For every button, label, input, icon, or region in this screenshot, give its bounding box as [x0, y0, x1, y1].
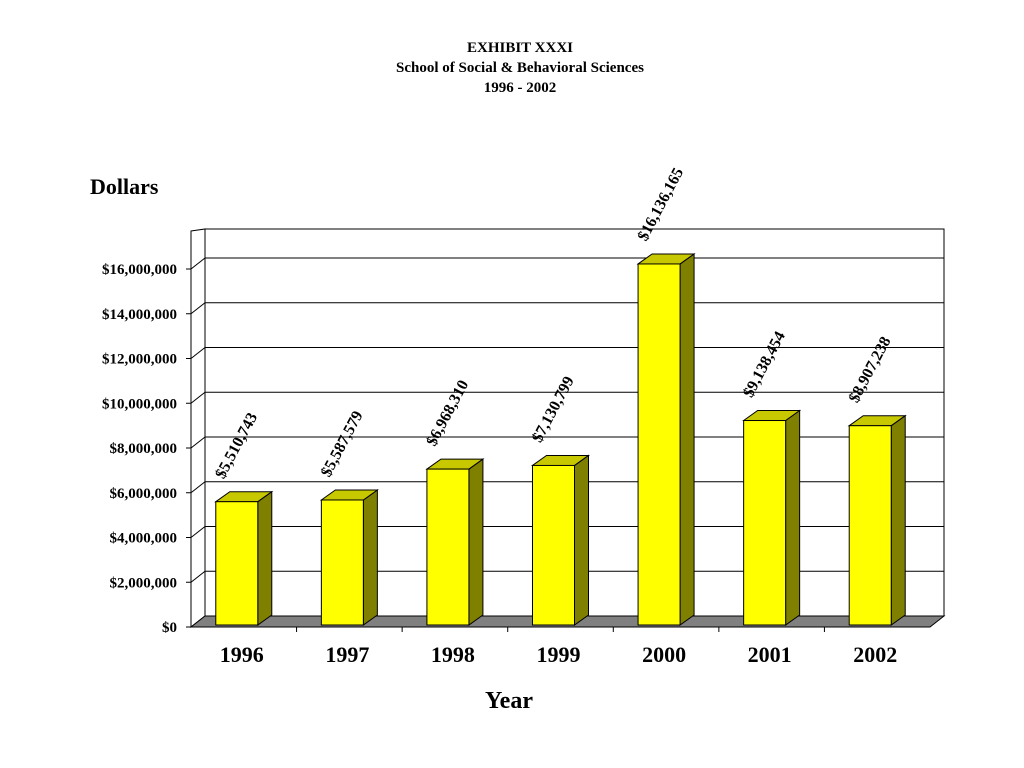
- bar-side: [257, 490, 273, 626]
- bar-side: [574, 454, 589, 626]
- x-tick-label: 2000: [642, 642, 686, 667]
- y-tick-label: $6,000,000: [110, 486, 178, 502]
- gridline-side: [190, 257, 206, 270]
- chart-side-wall: [190, 228, 206, 629]
- gridline-side: [190, 526, 206, 538]
- chart-title-block: EXHIBIT XXXI School of Social & Behavior…: [0, 38, 1024, 98]
- bar-1996: [215, 501, 259, 626]
- x-tick-label: 2001: [748, 642, 792, 667]
- y-tick-label: $4,000,000: [110, 531, 178, 547]
- gridline-side: [190, 391, 206, 404]
- y-tick-label: $0: [162, 620, 177, 636]
- gridline-side: [190, 481, 206, 494]
- x-tick-label: 1998: [431, 642, 475, 667]
- x-tick-label: 1996: [220, 642, 264, 667]
- x-tick-label: 1999: [537, 642, 581, 667]
- x-tick-label: 2002: [853, 642, 897, 667]
- y-tick-label: $2,000,000: [110, 575, 178, 591]
- x-axis-label: Year: [485, 688, 533, 714]
- bar-side: [362, 489, 378, 626]
- x-tick-label: 1997: [325, 642, 369, 667]
- bar-2000: [637, 263, 681, 626]
- bar-1998: [426, 468, 470, 626]
- bar-1999: [532, 464, 575, 626]
- y-tick-label: $12,000,000: [102, 352, 177, 368]
- y-tick-label: $14,000,000: [102, 307, 177, 323]
- gridline-side: [190, 570, 206, 583]
- bar-side: [679, 252, 695, 626]
- bar-1997: [320, 499, 364, 626]
- y-axis-label: Dollars: [90, 174, 159, 199]
- bar-side: [468, 458, 484, 626]
- y-tick-label: $8,000,000: [110, 441, 178, 457]
- y-tick-label: $10,000,000: [102, 396, 177, 412]
- bar-2002: [848, 425, 892, 626]
- bar-side: [890, 414, 906, 626]
- chart-subtitle: School of Social & Behavioral Sciences: [396, 60, 644, 76]
- y-tick-label: $16,000,000: [102, 262, 177, 278]
- gridline-side: [190, 347, 206, 359]
- chart-title: EXHIBIT XXXI: [466, 40, 573, 56]
- gridline-side: [190, 436, 206, 449]
- gridline-side: [190, 302, 206, 315]
- bar-2001: [743, 420, 787, 626]
- chart-date-range: 1996 - 2002: [483, 80, 557, 96]
- bar-side: [785, 409, 801, 626]
